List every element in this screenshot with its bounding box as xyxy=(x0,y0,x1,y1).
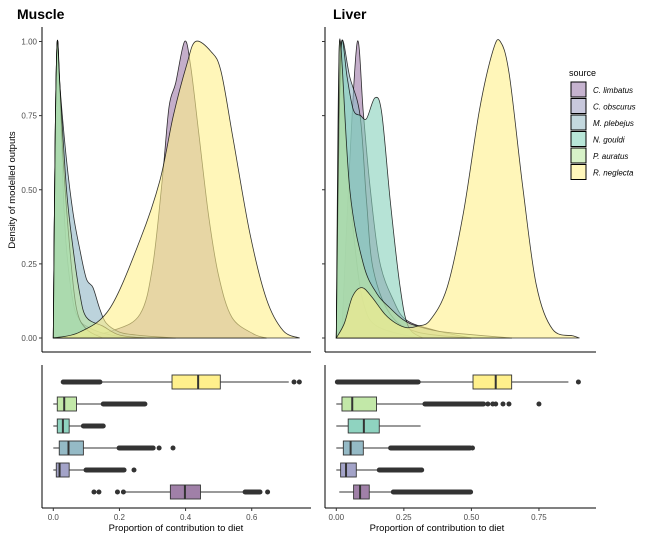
x-tick-label: 0.75 xyxy=(531,513,547,522)
x-tick-label: 0.4 xyxy=(180,513,192,522)
liver-box-c-limbatus xyxy=(339,484,474,500)
iqr-box xyxy=(472,374,513,390)
iqr-box xyxy=(171,374,221,390)
muscle-box-m-plebejus xyxy=(53,440,176,456)
liver-density-r-neglecta xyxy=(335,39,580,339)
iqr-box xyxy=(55,462,70,478)
outlier-point xyxy=(72,379,78,385)
legend-label: M. plebejus xyxy=(593,119,634,128)
outlier-point xyxy=(485,401,491,407)
y-tick-label: 0.00 xyxy=(21,334,37,343)
legend-key-p-auratus xyxy=(570,147,587,164)
outlier-point xyxy=(131,467,137,473)
outlier-point xyxy=(265,489,271,495)
iqr-box xyxy=(56,396,77,412)
liver-panel-title: Liver xyxy=(333,6,367,22)
y-tick-label: 0.50 xyxy=(21,186,37,195)
legend-label: R. neglecta xyxy=(593,169,634,178)
liver-box-p-auratus xyxy=(336,396,542,412)
legend-label: C. limbatus xyxy=(593,86,633,95)
outlier-point xyxy=(500,401,506,407)
iqr-box xyxy=(58,440,84,456)
muscle-panel-title: Muscle xyxy=(17,6,65,22)
x-tick-label: 0.0 xyxy=(48,513,60,522)
iqr-box xyxy=(340,462,357,478)
iqr-box xyxy=(353,484,370,500)
outlier-point xyxy=(493,401,499,407)
outlier-point xyxy=(170,445,176,451)
legend-key-c-obscurus xyxy=(570,98,587,114)
muscle-box-p-auratus xyxy=(53,396,148,412)
legend-key-n-gouldi xyxy=(570,131,587,147)
outlier-point xyxy=(575,379,581,385)
outlier-point xyxy=(291,379,297,385)
outlier-point xyxy=(91,489,97,495)
legend-title: source xyxy=(569,68,596,78)
legend-key-m-plebejus xyxy=(570,114,587,131)
outlier-point xyxy=(114,489,120,495)
x-tick-label: 0.50 xyxy=(464,513,480,522)
y-tick-label: 0.75 xyxy=(21,112,37,121)
outlier-point xyxy=(506,401,512,407)
liver-boxplot: 0.00 0.25 0.50 0.75 xyxy=(324,365,596,522)
y-tick-label: 0.25 xyxy=(21,260,37,269)
x-tick-label: 0.2 xyxy=(114,513,126,522)
iqr-box xyxy=(341,396,378,412)
legend-key-r-neglecta xyxy=(570,164,587,180)
outlier-point xyxy=(96,489,102,495)
liver-box-m-plebejus xyxy=(336,440,475,456)
legend: source C. limbatus C. obscurus M. plebejus… xyxy=(569,68,636,180)
muscle-boxplot: 0.0 0.2 0.4 0.6 xyxy=(41,365,311,522)
liver-density-plot xyxy=(322,27,596,353)
legend-key-c-limbatus xyxy=(570,81,587,98)
outlier-point xyxy=(469,445,475,451)
liver-box-c-obscurus xyxy=(336,462,425,478)
x-tick-label: 0.25 xyxy=(396,513,412,522)
muscle-density-plot: 0.00 0.25 0.50 0.75 1.00 xyxy=(21,27,311,353)
legend-label: C. obscurus xyxy=(593,103,636,112)
liver-box-n-gouldi xyxy=(336,418,421,434)
x-tick-label: 0.6 xyxy=(246,513,258,522)
muscle-density-r-neglecta xyxy=(53,40,300,339)
outlier-point xyxy=(296,379,302,385)
y-axis-title: Density of modelled outputs xyxy=(7,131,18,248)
muscle-box-r-neglecta xyxy=(60,374,302,390)
x-tick-label: 0.00 xyxy=(329,513,345,522)
iqr-box xyxy=(342,440,364,456)
outlier-point xyxy=(156,445,162,451)
muscle-box-c-limbatus xyxy=(91,484,271,500)
outlier-point xyxy=(536,401,542,407)
outlier-point xyxy=(120,489,126,495)
liver-x-axis-title: Proportion of contribution to diet xyxy=(370,523,505,534)
legend-label: N. gouldi xyxy=(593,136,625,145)
muscle-x-axis-title: Proportion of contribution to diet xyxy=(109,523,244,534)
y-tick-label: 1.00 xyxy=(21,38,37,47)
muscle-box-c-obscurus xyxy=(53,462,137,478)
liver-box-r-neglecta xyxy=(334,374,581,390)
legend-label: P. auratus xyxy=(593,152,628,161)
muscle-box-n-gouldi xyxy=(53,418,106,434)
